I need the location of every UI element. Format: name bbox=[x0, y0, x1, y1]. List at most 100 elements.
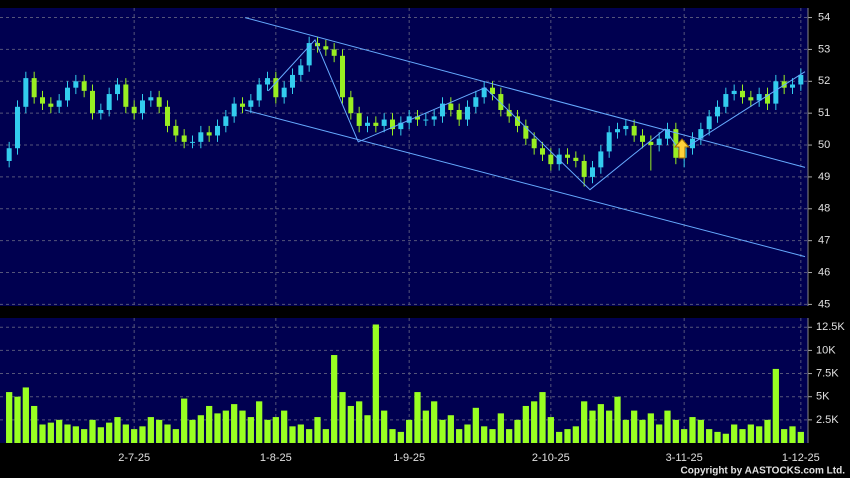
candle-body bbox=[798, 74, 804, 85]
volume-bar bbox=[47, 422, 54, 443]
candle-body bbox=[731, 90, 737, 95]
trend-line bbox=[244, 109, 806, 258]
volume-bar bbox=[381, 410, 388, 443]
volume-bar bbox=[581, 401, 588, 443]
candle-body bbox=[173, 125, 179, 136]
volume-bar bbox=[181, 398, 188, 443]
volume-bar bbox=[564, 429, 571, 443]
candle-body bbox=[98, 109, 104, 114]
candle-body bbox=[581, 160, 587, 177]
volume-bar bbox=[789, 426, 796, 443]
y-tick-label: 52 bbox=[818, 75, 830, 87]
candle-body bbox=[23, 78, 29, 107]
volume-bar bbox=[72, 426, 79, 443]
candle-body bbox=[190, 141, 195, 143]
candle-body bbox=[123, 84, 129, 107]
volume-bar bbox=[539, 392, 546, 443]
volume-bar bbox=[556, 431, 563, 443]
candle-body bbox=[406, 116, 412, 123]
candle-body bbox=[131, 106, 137, 114]
volume-bar bbox=[39, 424, 46, 443]
candle-body bbox=[723, 94, 729, 107]
volume-bar bbox=[597, 404, 604, 443]
candle-body bbox=[415, 116, 420, 120]
candle-body bbox=[390, 119, 395, 130]
candle-body bbox=[165, 106, 170, 126]
y-tick-label: 53 bbox=[818, 43, 830, 55]
volume-bar bbox=[331, 355, 338, 443]
volume-bar bbox=[14, 396, 21, 443]
y-tick-label: 10K bbox=[816, 344, 836, 356]
volume-bar bbox=[739, 429, 746, 443]
volume-bar bbox=[131, 429, 138, 443]
candle-body bbox=[48, 103, 54, 107]
price-panel bbox=[0, 8, 808, 306]
y-tick-label: 48 bbox=[818, 203, 830, 215]
candle-body bbox=[590, 167, 595, 177]
candle-body bbox=[456, 109, 462, 120]
volume-bar bbox=[639, 419, 646, 443]
volume-bar bbox=[456, 429, 463, 443]
x-tick-label: 1-12-25 bbox=[782, 452, 820, 464]
volume-bar bbox=[572, 426, 579, 443]
y-tick-label: 45 bbox=[818, 298, 830, 310]
volume-bar bbox=[114, 417, 121, 443]
volume-bar bbox=[764, 419, 771, 443]
candle-body bbox=[606, 132, 612, 152]
volume-bar bbox=[514, 419, 521, 443]
volume-bar bbox=[31, 405, 38, 443]
candle-body bbox=[356, 113, 362, 126]
candle-body bbox=[473, 97, 479, 107]
volume-bar bbox=[622, 419, 629, 443]
volume-bar bbox=[22, 387, 29, 443]
volume-bar bbox=[81, 429, 88, 443]
candle-body bbox=[431, 116, 437, 120]
candle-body bbox=[181, 135, 187, 142]
volume-bar bbox=[122, 424, 129, 443]
volume-bar bbox=[222, 410, 229, 443]
volume-bar bbox=[439, 419, 446, 443]
plot-layer: 45 46 47 48 49 50 51 52 53 54 2.5K 5K 7.5K 10K 12.5K 2-… bbox=[0, 8, 845, 464]
candle-body bbox=[631, 125, 637, 136]
volume-bar bbox=[406, 419, 413, 443]
candle-body bbox=[465, 106, 470, 120]
volume-bar bbox=[797, 431, 804, 443]
candle-body bbox=[673, 129, 679, 158]
candle-body bbox=[523, 125, 529, 139]
volume-bar bbox=[472, 407, 479, 443]
candle-body bbox=[156, 97, 162, 107]
volume-bar bbox=[206, 405, 213, 443]
volume-bar bbox=[431, 401, 438, 443]
volume-bar bbox=[522, 405, 529, 443]
y-tick-label: 50 bbox=[818, 139, 830, 151]
candle-body bbox=[623, 125, 629, 130]
volume-bar bbox=[306, 429, 313, 443]
candle-body bbox=[40, 97, 45, 104]
candle-body bbox=[381, 119, 387, 126]
y-tick-label: 51 bbox=[818, 107, 830, 119]
volume-bar bbox=[447, 415, 454, 443]
candle-body bbox=[765, 94, 770, 104]
candle-body bbox=[515, 116, 520, 126]
volume-bar bbox=[547, 417, 554, 443]
volume-bar bbox=[397, 431, 404, 443]
candle-body bbox=[298, 65, 304, 75]
candle-body bbox=[373, 122, 379, 126]
candle-body bbox=[490, 87, 495, 95]
volume-bar bbox=[139, 426, 146, 443]
candle-body bbox=[115, 84, 120, 95]
y-tick-label: 2.5K bbox=[816, 414, 839, 426]
candle-body bbox=[273, 78, 279, 98]
volume-bar bbox=[231, 404, 238, 443]
volume-bar bbox=[481, 426, 488, 443]
candle-body bbox=[773, 81, 779, 104]
volume-bar bbox=[506, 429, 513, 443]
volume-panel bbox=[0, 318, 808, 443]
volume-bar bbox=[281, 410, 288, 443]
volume-bar bbox=[722, 433, 729, 443]
volume-bar bbox=[464, 424, 471, 443]
arrow-icon bbox=[673, 138, 691, 159]
candle-body bbox=[31, 78, 37, 98]
x-tick-label: 3-11-25 bbox=[666, 452, 703, 464]
